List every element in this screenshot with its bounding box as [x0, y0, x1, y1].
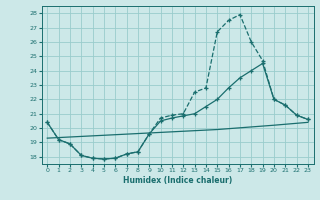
X-axis label: Humidex (Indice chaleur): Humidex (Indice chaleur)	[123, 176, 232, 185]
